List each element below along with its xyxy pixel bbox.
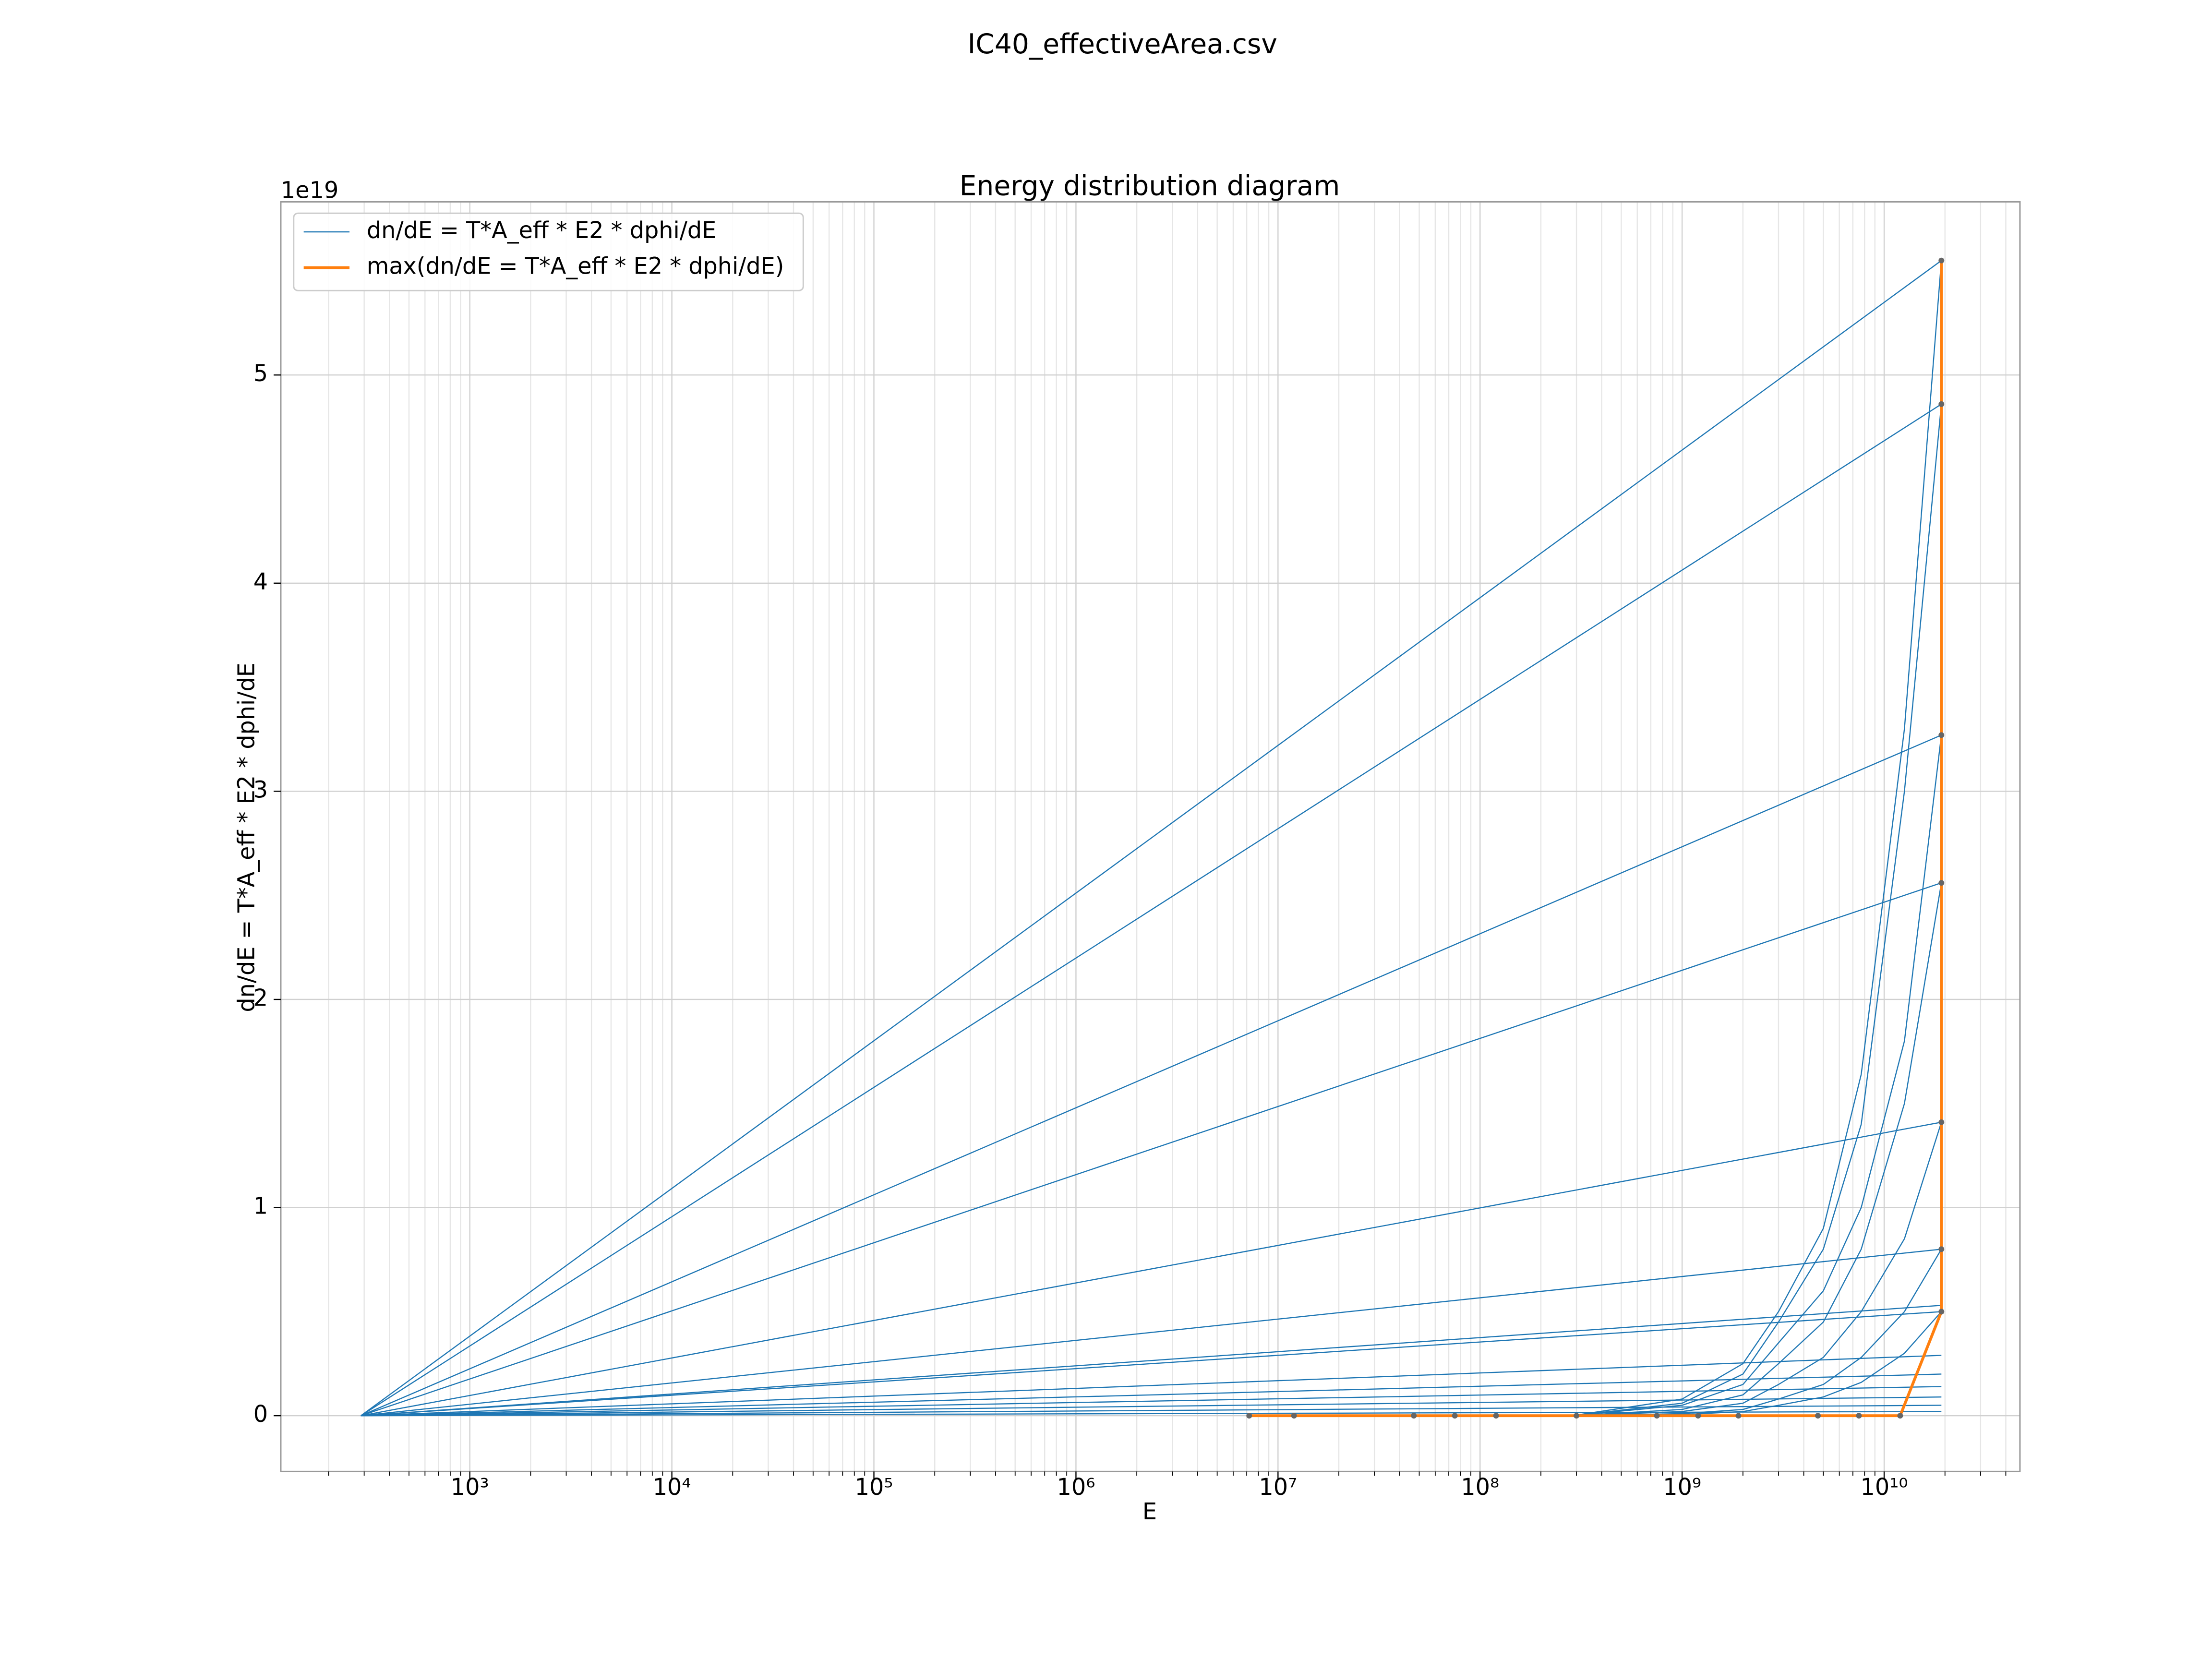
y-tick-label: 5 (253, 361, 268, 387)
point-marker (1938, 257, 1945, 264)
figure-title: IC40_effectiveArea.csv (968, 28, 1277, 60)
point-marker (1938, 401, 1945, 407)
series-line (361, 1386, 1942, 1417)
plot-area (361, 257, 1945, 1419)
point-marker (1938, 880, 1945, 886)
series-line (361, 1311, 1942, 1417)
y-tick-label: 1 (253, 1193, 268, 1220)
point-marker (1856, 1413, 1862, 1419)
series-line (1480, 260, 1942, 1417)
series-line (1480, 404, 1942, 1417)
series-line (361, 1121, 1942, 1417)
point-marker (1938, 732, 1945, 738)
axes-frame (280, 201, 2021, 1472)
x-tick-label: 10⁷ (1259, 1474, 1297, 1501)
point-marker (1654, 1413, 1660, 1419)
y-offset-label: 1e19 (281, 178, 338, 204)
point-marker (1735, 1413, 1742, 1419)
series-line (1480, 1122, 1942, 1417)
y-tick-label: 2 (253, 985, 268, 1011)
series-line (1480, 882, 1942, 1417)
point-marker (1452, 1413, 1458, 1419)
series-line (361, 1305, 1942, 1417)
point-marker (1695, 1413, 1701, 1419)
point-marker (1291, 1413, 1297, 1419)
x-tick-label: 10¹⁰ (1861, 1474, 1908, 1501)
point-marker (1574, 1413, 1580, 1419)
legend-label: max(dn/dE = T*A_eff * E2 * dphi/dE) (367, 253, 784, 280)
x-tick-label: 10⁴ (653, 1474, 691, 1501)
x-tick-label: 10⁵ (855, 1474, 893, 1501)
series-line (1480, 735, 1942, 1417)
series-line (361, 1405, 1942, 1417)
x-tick-label: 10⁶ (1057, 1474, 1095, 1501)
x-axis-label: E (1142, 1499, 1157, 1525)
x-tick-label: 10⁹ (1663, 1474, 1701, 1501)
series-line (361, 1355, 1942, 1417)
series-line (361, 734, 1942, 1417)
y-tick-label: 3 (253, 777, 268, 803)
series-line (361, 403, 1942, 1417)
ticks: 10³ 10⁴ 10⁵ 10⁶ 10⁷ 10⁸ 10⁹ 10¹⁰ 0 1 2 3 4 5 (253, 361, 2007, 1501)
point-marker (1815, 1413, 1821, 1419)
legend: dn/dE = T*A_eff * E2 * dphi/dE max(dn/dE … (293, 212, 804, 291)
point-marker (1897, 1413, 1903, 1419)
point-marker (1246, 1413, 1252, 1419)
x-tick-label: 10⁸ (1461, 1474, 1499, 1501)
legend-label: dn/dE = T*A_eff * E2 * dphi/dE (367, 217, 716, 244)
series-line (361, 260, 1942, 1417)
point-marker (1411, 1413, 1417, 1419)
y-tick-label: 0 (253, 1401, 268, 1428)
series-line (361, 882, 1942, 1417)
y-axis-label: dn/dE = T*A_eff * E2 * dphi/dE (233, 662, 260, 1012)
y-tick-label: 4 (253, 569, 268, 595)
legend-box (293, 212, 804, 291)
point-marker (1938, 1119, 1945, 1125)
point-marker (1938, 1309, 1945, 1315)
point-marker (1493, 1413, 1499, 1419)
series-line (361, 1373, 1942, 1417)
point-marker (1938, 1246, 1945, 1252)
x-tick-label: 10³ (451, 1474, 489, 1501)
series-line (361, 1249, 1942, 1417)
chart-title: Energy distribution diagram (960, 170, 1340, 202)
